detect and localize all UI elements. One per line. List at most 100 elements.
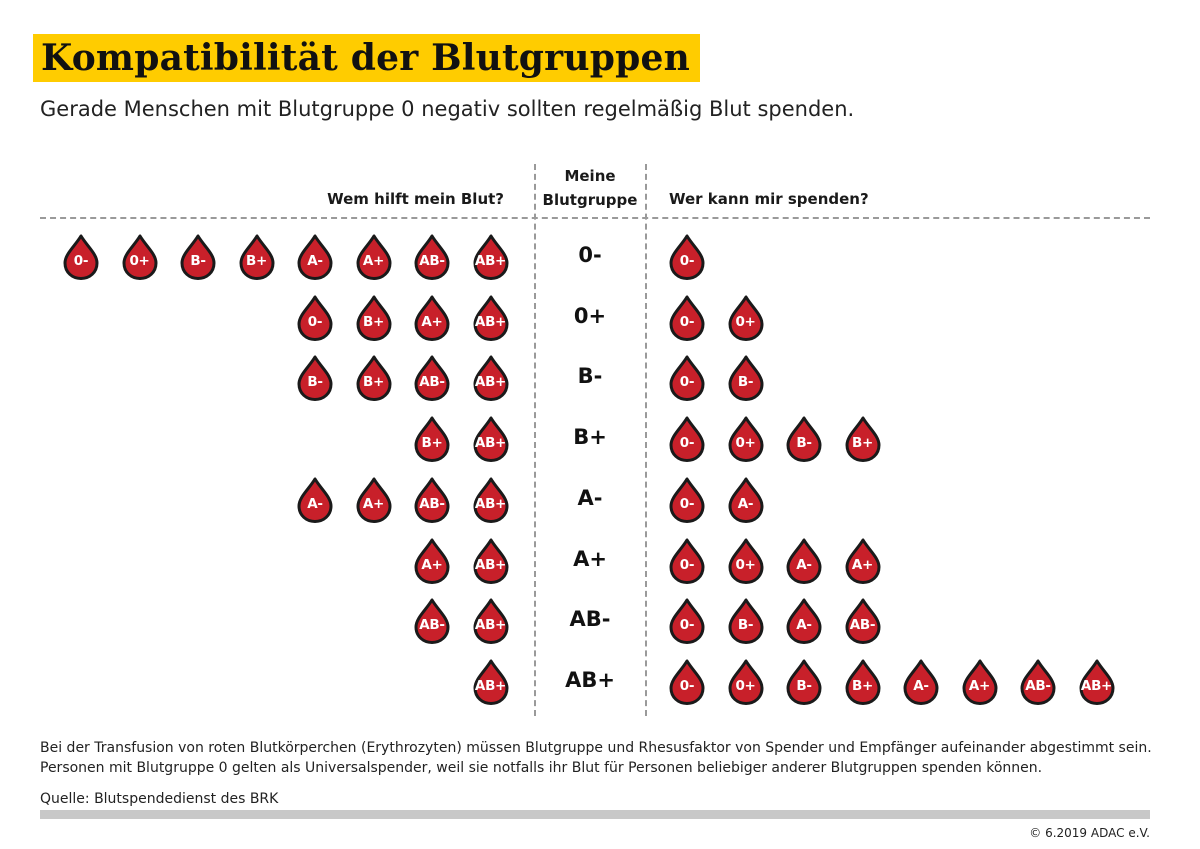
blood-drop-icon	[297, 355, 333, 402]
blood-drop-label: A-	[737, 495, 754, 512]
blood-drop-icon	[845, 659, 880, 705]
blood-drop-icon	[669, 598, 705, 645]
blood-drop-label: 0-	[679, 253, 695, 269]
blood-drop-icon	[962, 659, 997, 705]
donor-drop: AB+	[1077, 658, 1117, 706]
blood-drop-icon	[669, 538, 705, 584]
blood-drop-label: 0-	[679, 435, 695, 452]
blood-drop-icon	[845, 538, 880, 584]
my-blood-group-label: A+	[573, 546, 607, 571]
recipient-drop: AB-	[412, 597, 452, 645]
donor-drop: A-	[726, 476, 766, 524]
blood-drop-label: AB+	[474, 495, 507, 512]
footnote-line-1: Bei der Transfusion von roten Blutkörper…	[40, 740, 1152, 756]
blood-drop-icon	[122, 234, 157, 280]
donor-drop: AB-	[1018, 658, 1058, 706]
blood-drop-label: B+	[851, 435, 873, 452]
blood-drop-label: 0-	[679, 677, 695, 694]
blood-drop-label: A+	[421, 556, 443, 573]
recipient-drop: AB+	[471, 658, 511, 706]
blood-drop-label: B+	[245, 253, 267, 269]
recipient-drop: B+	[412, 415, 452, 463]
donor-drop: 0-	[667, 415, 707, 463]
blood-drop-label: A+	[362, 253, 385, 269]
blood-drop-icon	[356, 234, 391, 280]
blood-drop-label: A-	[307, 253, 323, 269]
header-helps: Wem hilft mein Blut?	[327, 190, 504, 208]
blood-drop-label: B-	[307, 374, 323, 391]
recipient-drop: AB-	[412, 354, 452, 402]
blood-drop-label: B+	[851, 677, 873, 694]
blood-drop-label: AB-	[419, 495, 445, 512]
blood-drop-icon	[728, 416, 763, 463]
footnote-line-2: Personen mit Blutgruppe 0 gelten als Uni…	[40, 760, 1043, 776]
blood-drop-label: 0-	[679, 374, 695, 391]
blood-drop-label: AB-	[849, 617, 876, 634]
blood-drop-icon	[473, 538, 508, 584]
blood-drop-icon	[414, 598, 450, 645]
blood-drop-label: AB+	[474, 677, 507, 694]
blood-drop-icon	[297, 295, 333, 341]
blood-drop-icon	[414, 355, 450, 402]
recipient-drop: B+	[354, 354, 394, 402]
blood-drop-icon	[473, 477, 508, 523]
blood-drop-label: B-	[737, 374, 754, 391]
blood-drop-label: B+	[362, 374, 384, 391]
source-note: Quelle: Blutspendedienst des BRK	[40, 791, 279, 807]
donor-drop: 0-	[667, 233, 707, 281]
blood-drop-label: 0+	[735, 677, 756, 694]
donor-drop: 0-	[667, 476, 707, 524]
recipient-drop: A-	[295, 476, 335, 524]
blood-drop-icon	[786, 598, 822, 645]
donor-drop: A-	[784, 537, 824, 585]
blood-drop-icon	[414, 234, 450, 280]
title-highlight: Kompatibilität der Blutgruppen	[33, 34, 700, 82]
blood-drop-label: AB+	[474, 556, 507, 573]
my-blood-group-label: AB+	[565, 667, 615, 692]
donor-drop: 0+	[726, 415, 766, 463]
blood-drop-label: AB+	[1080, 677, 1113, 694]
blood-drop-label: AB-	[419, 253, 445, 269]
donor-drop: B-	[784, 658, 824, 706]
blood-drop-icon	[728, 598, 763, 645]
donor-drop: A+	[843, 537, 883, 585]
donor-drop: A+	[960, 658, 1000, 706]
blood-drop-icon	[669, 355, 705, 402]
recipient-drop: AB+	[471, 233, 511, 281]
my-blood-group-label: B-	[577, 364, 603, 389]
blood-drop-icon	[786, 659, 822, 705]
footnote: Bei der Transfusion von roten Blutkörper…	[40, 738, 1152, 778]
blood-drop-icon	[669, 477, 705, 523]
blood-drop-label: B-	[190, 253, 206, 269]
blood-drop-icon	[845, 598, 880, 645]
blood-drop-icon	[786, 416, 822, 463]
recipient-drop: AB-	[412, 476, 452, 524]
my-blood-group-label: 0-	[578, 243, 602, 267]
donor-drop: 0+	[726, 658, 766, 706]
blood-drop-label: AB+	[474, 435, 507, 452]
donor-drop: AB-	[843, 597, 883, 645]
recipient-drop: AB-	[412, 233, 452, 281]
donor-drop: B-	[784, 415, 824, 463]
blood-drop-icon	[728, 538, 763, 584]
blood-drop-label: A-	[796, 556, 812, 573]
blood-drop-label: A+	[421, 313, 443, 330]
recipient-drop: AB+	[471, 415, 511, 463]
blood-drop-icon	[414, 295, 450, 341]
my-blood-group-label: AB-	[569, 607, 611, 632]
recipient-drop: A-	[295, 233, 335, 281]
blood-drop-icon	[473, 355, 508, 402]
blood-drop-icon	[473, 295, 508, 341]
blood-drop-icon	[414, 416, 450, 463]
header-my-group: Meine Blutgruppe	[536, 164, 644, 212]
header-divider	[40, 217, 1150, 219]
donor-drop: 0+	[726, 294, 766, 342]
column-divider-right	[645, 164, 647, 716]
donor-drop: B-	[726, 354, 766, 402]
recipient-drop: 0-	[295, 294, 335, 342]
recipient-drop: B-	[178, 233, 218, 281]
donor-drop: 0-	[667, 354, 707, 402]
blood-drop-icon	[669, 295, 705, 341]
blood-drop-icon	[473, 598, 508, 645]
blood-drop-label: 0+	[735, 435, 756, 452]
